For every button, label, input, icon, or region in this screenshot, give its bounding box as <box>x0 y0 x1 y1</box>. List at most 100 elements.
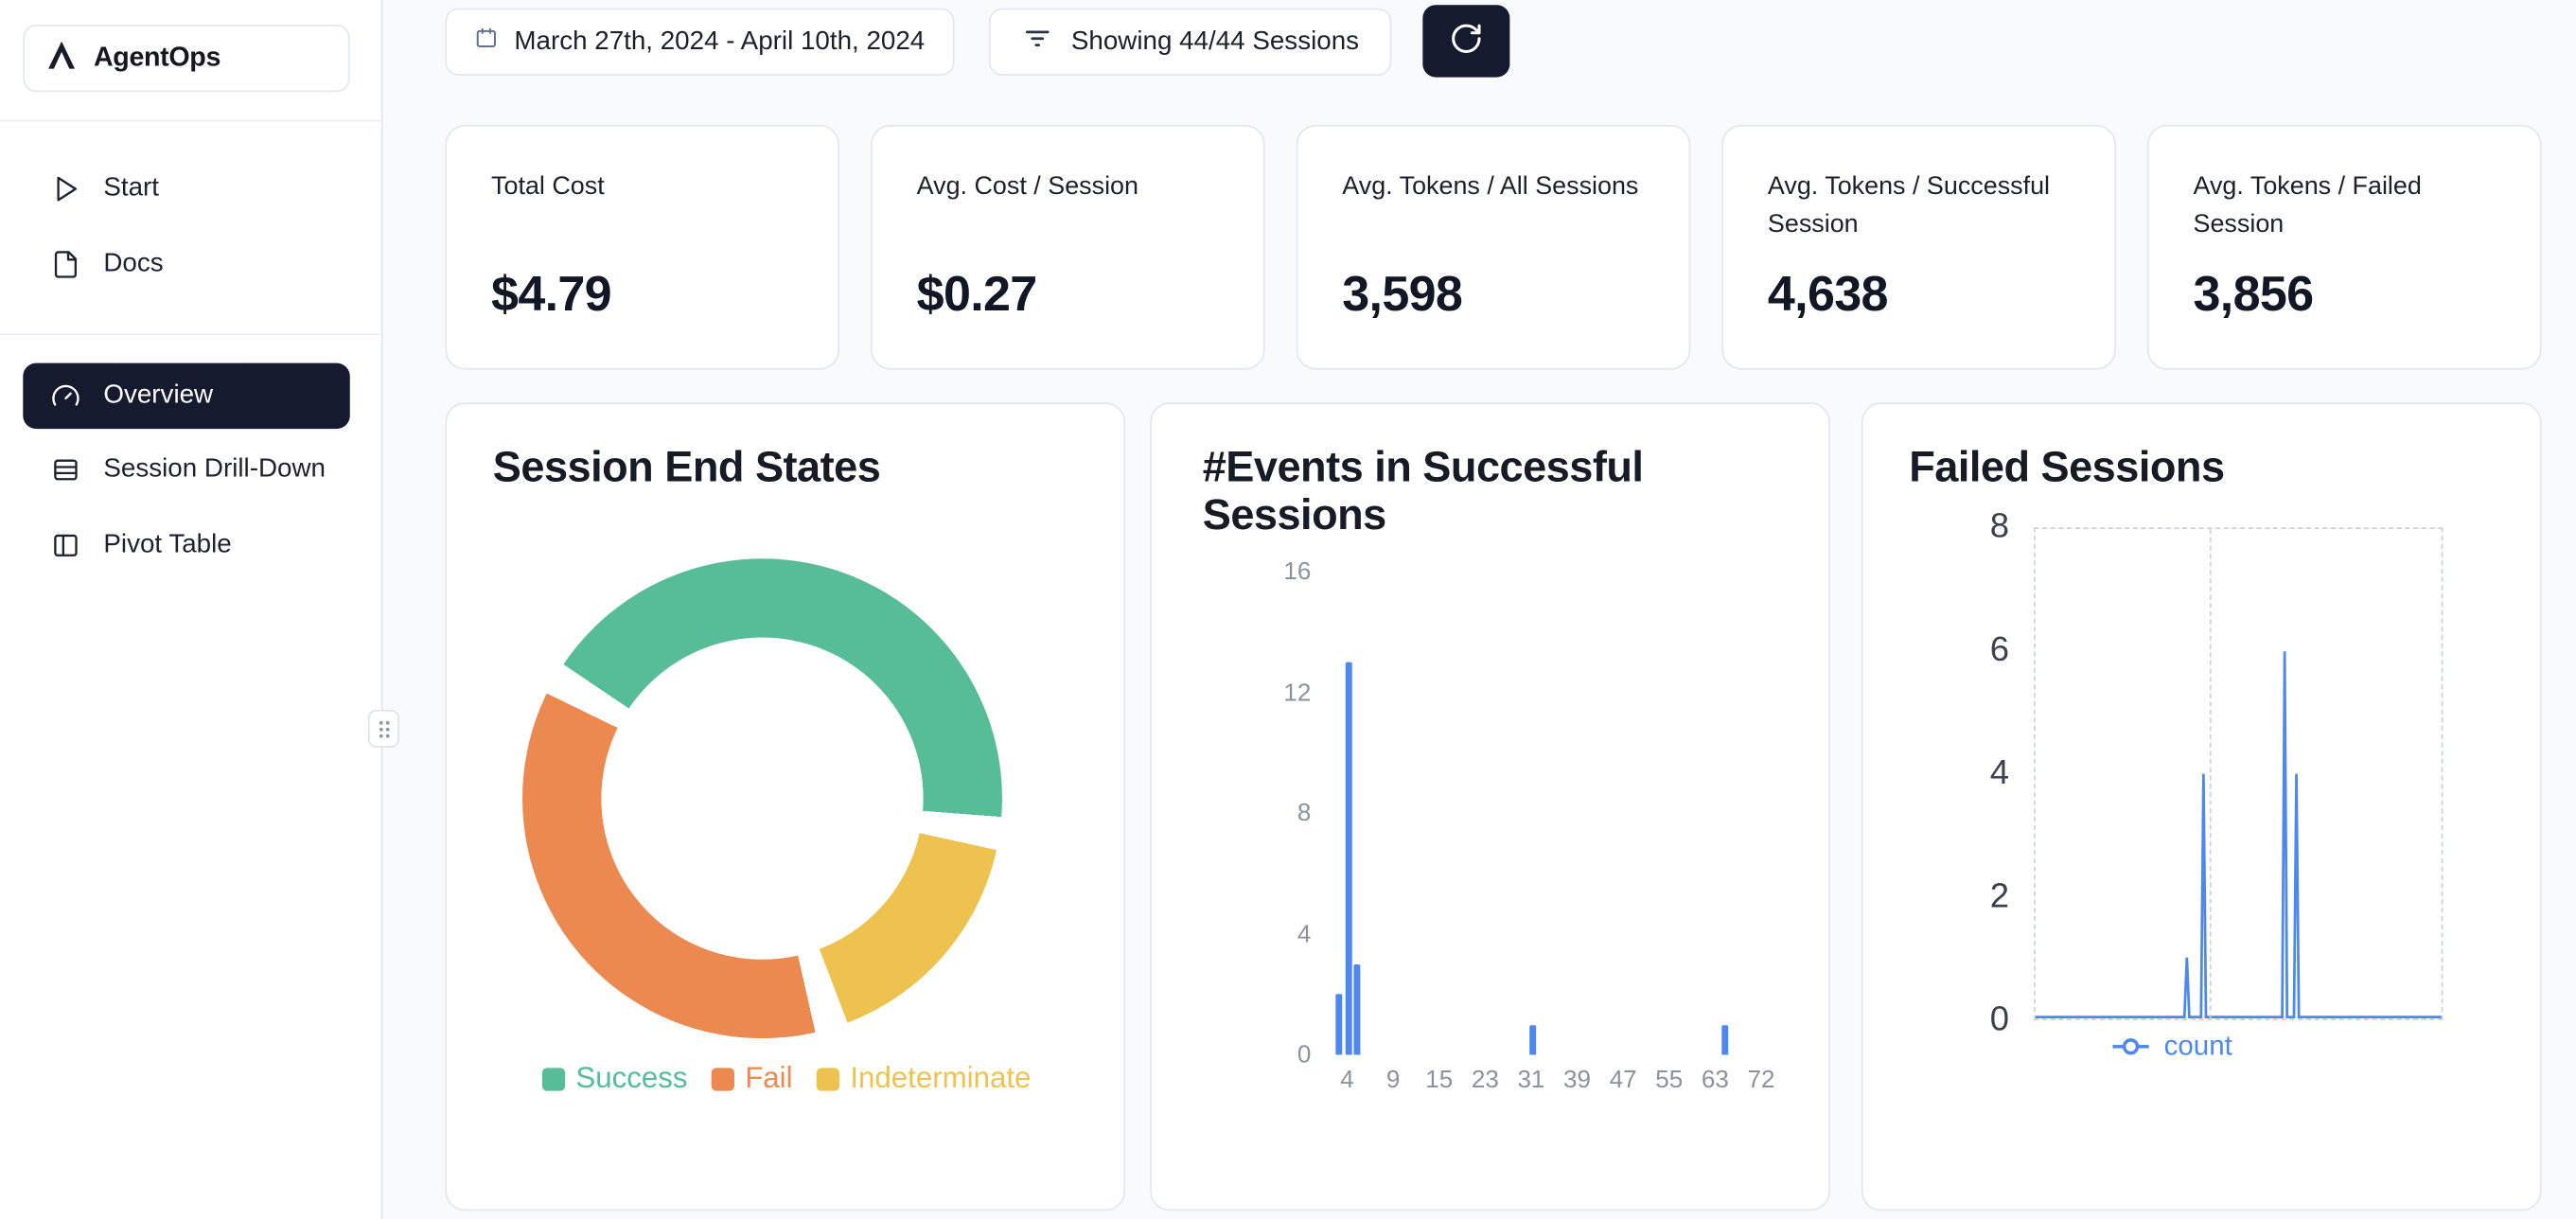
x-tick-label: 9 <box>1385 1066 1401 1095</box>
x-tick-label: 15 <box>1425 1066 1454 1095</box>
sidebar-item-label: Overview <box>103 380 214 410</box>
donut-legend: Success Fail Indeterminate <box>447 1061 1127 1095</box>
divider <box>0 333 381 336</box>
sidebar-item-pivot-table[interactable]: Pivot Table <box>23 516 349 574</box>
donut-chart <box>522 558 1002 1039</box>
sessions-filter-button[interactable]: Showing 44/44 Sessions <box>989 8 1392 76</box>
calendar-icon <box>475 26 498 58</box>
date-range-label: March 27th, 2024 - April 10th, 2024 <box>514 26 926 56</box>
x-tick-label: 55 <box>1655 1066 1684 1095</box>
stat-label: Avg. Tokens / Successful Session <box>1767 172 2051 239</box>
events-x-axis: 4 9 15 23 31 39 47 55 63 72 <box>1324 1067 1784 1100</box>
chart-title: Session End States <box>492 441 881 492</box>
x-tick-label: 4 <box>1340 1066 1354 1095</box>
failed-y-axis: 0 2 4 6 8 <box>1863 507 2020 1038</box>
logo[interactable]: AgentOps <box>23 25 350 93</box>
sidebar-item-label: Pivot Table <box>103 530 232 559</box>
event-count-bar <box>1528 1024 1536 1055</box>
logo-label: AgentOps <box>93 43 221 73</box>
divider <box>0 119 381 122</box>
sidebar-resize-handle[interactable] <box>367 709 399 748</box>
y-tick-label: 8 <box>1989 507 2010 546</box>
failed-sessions-card: Failed Sessions 0 2 4 6 8 count <box>1861 402 2542 1211</box>
stat-label: Avg. Tokens / Failed Session <box>2193 172 2422 239</box>
failed-line-svg <box>2035 651 2442 1018</box>
chart-title: #Events in Successful Sessions <box>1202 441 1644 539</box>
stat-card-avg-cost-session: Avg. Cost / Session $0.27 <box>871 124 1265 370</box>
x-tick-label: 23 <box>1471 1066 1499 1095</box>
legend-swatch <box>542 1067 566 1090</box>
stat-value: 3,856 <box>2193 267 2315 323</box>
chart-title: Failed Sessions <box>1909 441 2225 492</box>
sessions-filter-label: Showing 44/44 Sessions <box>1070 26 1360 56</box>
stat-value: 3,598 <box>1342 267 1463 323</box>
stat-card-avg-tokens-failed: Avg. Tokens / Failed Session 3,856 <box>2146 124 2542 370</box>
stat-value: 4,638 <box>1767 267 1889 323</box>
legend-label: Indeterminate <box>850 1061 1032 1095</box>
legend-label: Fail <box>745 1061 793 1095</box>
events-y-axis: 0 4 8 12 16 <box>1152 557 1312 1069</box>
sidebar-item-label: Start <box>103 174 160 203</box>
y-tick-label: 12 <box>1283 678 1312 707</box>
donut-legend-item[interactable]: Fail <box>712 1061 793 1095</box>
y-tick-label: 0 <box>1989 1000 2010 1039</box>
filter-icon <box>1022 22 1053 62</box>
x-tick-label: 39 <box>1563 1066 1592 1095</box>
stat-card-total-cost: Total Cost $4.79 <box>445 124 840 370</box>
x-tick-label: 72 <box>1747 1066 1775 1095</box>
donut-hole <box>601 637 924 960</box>
x-tick-label: 31 <box>1517 1066 1545 1095</box>
session-end-states-card: Session End States Success Fail Indeterm… <box>445 402 1127 1211</box>
gridline <box>2210 528 2212 1019</box>
y-tick-label: 0 <box>1297 1040 1312 1069</box>
y-tick-label: 4 <box>1297 920 1312 948</box>
sidebar-item-docs[interactable]: Docs <box>23 235 349 293</box>
stat-card-avg-tokens-successful: Avg. Tokens / Successful Session 4,638 <box>1721 124 2116 370</box>
events-histogram-card: #Events in Successful Sessions 0 4 8 12 16 4… <box>1150 402 1830 1211</box>
event-count-bar <box>1354 963 1362 1055</box>
columns-icon <box>49 531 82 560</box>
donut-legend-item[interactable]: Success <box>542 1061 688 1095</box>
agentops-logo-icon <box>44 37 79 80</box>
legend-swatch <box>712 1067 735 1090</box>
sidebar-item-start[interactable]: Start <box>23 159 349 218</box>
gauge-icon <box>49 381 82 411</box>
events-plot <box>1324 572 1784 1055</box>
line-series-marker-icon <box>2112 1038 2149 1055</box>
stat-label: Total Cost <box>491 172 605 201</box>
event-count-bar <box>1721 1024 1729 1055</box>
stat-label: Avg. Cost / Session <box>916 172 1138 201</box>
date-range-button[interactable]: March 27th, 2024 - April 10th, 2024 <box>445 8 955 76</box>
y-tick-label: 8 <box>1297 799 1312 828</box>
stat-value: $4.79 <box>491 267 612 323</box>
stat-label: Avg. Tokens / All Sessions <box>1342 172 1639 201</box>
legend-label: Success <box>575 1061 688 1095</box>
sidebar-item-overview[interactable]: Overview <box>23 362 350 430</box>
sidebar-item-label: Session Drill-Down <box>103 454 326 484</box>
stat-card-avg-tokens-all: Avg. Tokens / All Sessions 3,598 <box>1296 124 1691 370</box>
x-tick-label: 47 <box>1609 1066 1637 1095</box>
event-count-bar <box>1335 994 1343 1055</box>
y-tick-label: 2 <box>1989 877 2010 915</box>
sidebar-item-session-drill-down[interactable]: Session Drill-Down <box>23 440 349 499</box>
donut-legend-item[interactable]: Indeterminate <box>817 1061 1032 1095</box>
legend-label: count <box>2163 1030 2232 1062</box>
document-icon <box>49 250 82 279</box>
y-tick-label: 4 <box>1989 753 2010 792</box>
refresh-button[interactable] <box>1422 5 1510 78</box>
grip-dots-icon <box>378 720 389 737</box>
refresh-icon <box>1449 22 1483 62</box>
failed-plot <box>2034 527 2444 1021</box>
play-icon <box>49 174 82 203</box>
y-tick-label: 16 <box>1283 557 1312 586</box>
y-tick-label: 6 <box>1989 630 2010 669</box>
sidebar: AgentOps Start Docs Overview <box>0 0 383 1219</box>
legend-swatch <box>817 1067 840 1090</box>
stat-value: $0.27 <box>916 267 1038 323</box>
table-rows-icon <box>49 455 82 485</box>
failed-legend[interactable]: count <box>1968 1030 2377 1063</box>
sidebar-item-label: Docs <box>103 249 164 278</box>
x-tick-label: 63 <box>1701 1066 1729 1095</box>
event-count-bar <box>1346 662 1353 1055</box>
